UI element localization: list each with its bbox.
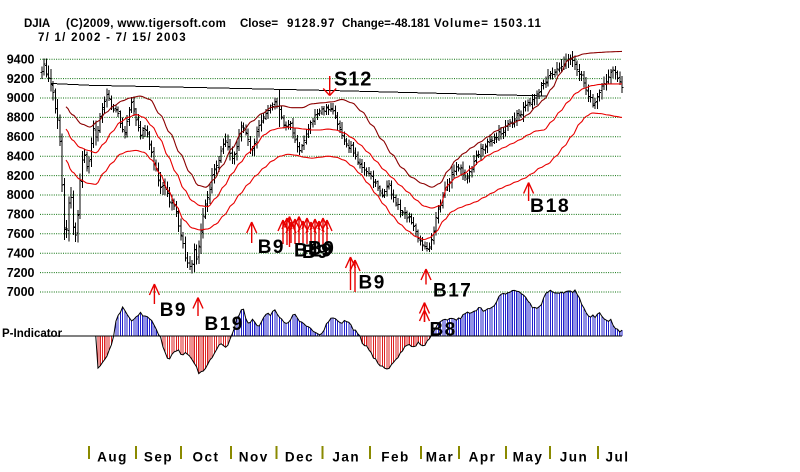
svg-text:Volume= 1503.11: Volume= 1503.11 [434, 18, 542, 30]
svg-text:Jul: Jul [605, 450, 629, 465]
svg-text:Feb: Feb [381, 450, 410, 465]
svg-text:Jun: Jun [560, 450, 589, 465]
svg-text:Change=-48.181: Change=-48.181 [342, 18, 430, 30]
svg-text:Aug: Aug [97, 450, 128, 465]
svg-text:(C)2009, www.tigersoft.com: (C)2009, www.tigersoft.com [66, 18, 226, 30]
svg-text:Sep: Sep [144, 450, 173, 465]
svg-text:B9: B9 [302, 242, 329, 263]
svg-text:7/ 1/ 2002 - 7/ 15/ 2003: 7/ 1/ 2002 - 7/ 15/ 2003 [38, 32, 187, 44]
svg-text:7200: 7200 [7, 266, 35, 280]
svg-text:P-Indicator: P-Indicator [2, 328, 63, 340]
svg-text:S12: S12 [334, 68, 372, 90]
svg-text:B17: B17 [433, 281, 472, 302]
svg-text:9400: 9400 [7, 52, 35, 66]
svg-text:Apr: Apr [469, 450, 497, 465]
svg-text:DJIA: DJIA [24, 18, 50, 30]
svg-text:Nov: Nov [239, 450, 269, 465]
svg-text:7600: 7600 [7, 227, 35, 241]
svg-text:7800: 7800 [7, 208, 35, 222]
svg-text:B9: B9 [308, 239, 335, 260]
svg-text:7000: 7000 [7, 285, 35, 299]
svg-text:May: May [513, 450, 544, 465]
svg-text:8400: 8400 [7, 149, 35, 163]
svg-text:B8: B8 [430, 320, 457, 341]
svg-text:9200: 9200 [7, 72, 35, 86]
svg-text:Dec: Dec [285, 450, 314, 465]
svg-text:Oct: Oct [192, 450, 219, 465]
svg-text:9128.97: 9128.97 [287, 18, 336, 30]
svg-text:B9: B9 [160, 300, 187, 321]
svg-text:8600: 8600 [7, 130, 35, 144]
svg-text:B19: B19 [205, 314, 244, 335]
svg-text:8800: 8800 [7, 111, 35, 125]
svg-text:B9: B9 [359, 273, 386, 294]
svg-text:7400: 7400 [7, 246, 35, 260]
svg-text:8200: 8200 [7, 169, 35, 183]
svg-text:9000: 9000 [7, 91, 35, 105]
svg-text:Close=: Close= [240, 18, 278, 30]
svg-text:B18: B18 [530, 195, 570, 217]
svg-text:Jan: Jan [332, 450, 360, 465]
svg-text:8000: 8000 [7, 188, 35, 202]
svg-text:B9: B9 [258, 237, 285, 258]
svg-text:B19: B19 [294, 241, 333, 262]
svg-text:Mar: Mar [426, 450, 455, 465]
